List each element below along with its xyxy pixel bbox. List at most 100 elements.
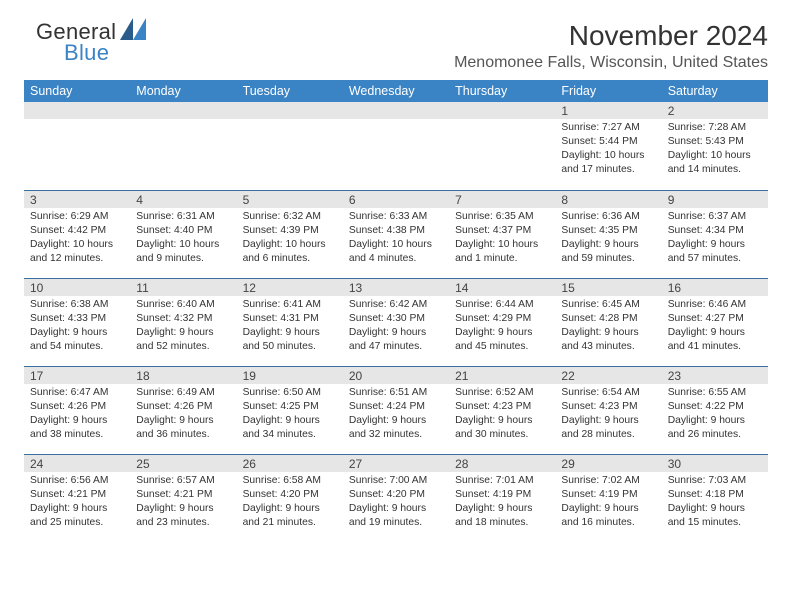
calendar-header-cell: Thursday bbox=[449, 80, 555, 102]
day-body: Sunrise: 6:41 AMSunset: 4:31 PMDaylight:… bbox=[237, 296, 343, 356]
day-body: Sunrise: 6:47 AMSunset: 4:26 PMDaylight:… bbox=[24, 384, 130, 444]
sunset-line: Sunset: 4:39 PM bbox=[243, 224, 339, 238]
calendar-week-row: 10Sunrise: 6:38 AMSunset: 4:33 PMDayligh… bbox=[24, 278, 768, 366]
daylight-line: Daylight: 9 hours and 21 minutes. bbox=[243, 502, 339, 530]
calendar-day-cell: 15Sunrise: 6:45 AMSunset: 4:28 PMDayligh… bbox=[555, 278, 661, 366]
day-number-bar: 5 bbox=[237, 191, 343, 208]
daylight-line: Daylight: 9 hours and 15 minutes. bbox=[668, 502, 764, 530]
day-number-bar bbox=[130, 102, 236, 119]
calendar-header-cell: Tuesday bbox=[237, 80, 343, 102]
day-number: 25 bbox=[136, 457, 149, 471]
calendar-day-cell bbox=[237, 102, 343, 190]
day-number: 16 bbox=[668, 281, 681, 295]
day-body: Sunrise: 6:35 AMSunset: 4:37 PMDaylight:… bbox=[449, 208, 555, 268]
calendar-day-cell: 29Sunrise: 7:02 AMSunset: 4:19 PMDayligh… bbox=[555, 454, 661, 542]
sunrise-line: Sunrise: 6:57 AM bbox=[136, 474, 232, 488]
calendar-header-cell: Monday bbox=[130, 80, 236, 102]
day-body: Sunrise: 6:33 AMSunset: 4:38 PMDaylight:… bbox=[343, 208, 449, 268]
day-number: 22 bbox=[561, 369, 574, 383]
calendar-day-cell: 13Sunrise: 6:42 AMSunset: 4:30 PMDayligh… bbox=[343, 278, 449, 366]
daylight-line: Daylight: 9 hours and 54 minutes. bbox=[30, 326, 126, 354]
day-body: Sunrise: 6:45 AMSunset: 4:28 PMDaylight:… bbox=[555, 296, 661, 356]
daylight-line: Daylight: 10 hours and 14 minutes. bbox=[668, 149, 764, 177]
calendar-week-row: 17Sunrise: 6:47 AMSunset: 4:26 PMDayligh… bbox=[24, 366, 768, 454]
day-number-bar: 16 bbox=[662, 279, 768, 296]
day-body: Sunrise: 6:46 AMSunset: 4:27 PMDaylight:… bbox=[662, 296, 768, 356]
daylight-line: Daylight: 10 hours and 12 minutes. bbox=[30, 238, 126, 266]
sunset-line: Sunset: 4:18 PM bbox=[668, 488, 764, 502]
day-body: Sunrise: 7:27 AMSunset: 5:44 PMDaylight:… bbox=[555, 119, 661, 179]
day-number: 10 bbox=[30, 281, 43, 295]
sunset-line: Sunset: 4:38 PM bbox=[349, 224, 445, 238]
calendar-day-cell: 7Sunrise: 6:35 AMSunset: 4:37 PMDaylight… bbox=[449, 190, 555, 278]
sunset-line: Sunset: 4:30 PM bbox=[349, 312, 445, 326]
brand-logo: General Blue bbox=[36, 18, 146, 45]
day-number: 4 bbox=[136, 193, 143, 207]
daylight-line: Daylight: 9 hours and 47 minutes. bbox=[349, 326, 445, 354]
sunset-line: Sunset: 4:34 PM bbox=[668, 224, 764, 238]
daylight-line: Daylight: 10 hours and 1 minute. bbox=[455, 238, 551, 266]
daylight-line: Daylight: 9 hours and 18 minutes. bbox=[455, 502, 551, 530]
day-number-bar bbox=[237, 102, 343, 119]
day-body: Sunrise: 6:58 AMSunset: 4:20 PMDaylight:… bbox=[237, 472, 343, 532]
sunrise-line: Sunrise: 7:02 AM bbox=[561, 474, 657, 488]
sunset-line: Sunset: 4:37 PM bbox=[455, 224, 551, 238]
day-body: Sunrise: 7:00 AMSunset: 4:20 PMDaylight:… bbox=[343, 472, 449, 532]
sunrise-line: Sunrise: 6:50 AM bbox=[243, 386, 339, 400]
calendar-day-cell: 26Sunrise: 6:58 AMSunset: 4:20 PMDayligh… bbox=[237, 454, 343, 542]
sunrise-line: Sunrise: 6:49 AM bbox=[136, 386, 232, 400]
day-number: 27 bbox=[349, 457, 362, 471]
sunset-line: Sunset: 4:20 PM bbox=[243, 488, 339, 502]
daylight-line: Daylight: 9 hours and 38 minutes. bbox=[30, 414, 126, 442]
day-number-bar: 28 bbox=[449, 455, 555, 472]
daylight-line: Daylight: 9 hours and 23 minutes. bbox=[136, 502, 232, 530]
day-number-bar: 2 bbox=[662, 102, 768, 119]
daylight-line: Daylight: 9 hours and 41 minutes. bbox=[668, 326, 764, 354]
day-number-bar: 22 bbox=[555, 367, 661, 384]
sunset-line: Sunset: 4:20 PM bbox=[349, 488, 445, 502]
day-body: Sunrise: 6:52 AMSunset: 4:23 PMDaylight:… bbox=[449, 384, 555, 444]
sunset-line: Sunset: 4:19 PM bbox=[561, 488, 657, 502]
sunrise-line: Sunrise: 6:47 AM bbox=[30, 386, 126, 400]
calendar-day-cell: 8Sunrise: 6:36 AMSunset: 4:35 PMDaylight… bbox=[555, 190, 661, 278]
calendar-day-cell: 18Sunrise: 6:49 AMSunset: 4:26 PMDayligh… bbox=[130, 366, 236, 454]
daylight-line: Daylight: 9 hours and 26 minutes. bbox=[668, 414, 764, 442]
calendar-body: 1Sunrise: 7:27 AMSunset: 5:44 PMDaylight… bbox=[24, 102, 768, 542]
calendar-day-cell: 19Sunrise: 6:50 AMSunset: 4:25 PMDayligh… bbox=[237, 366, 343, 454]
day-number-bar: 19 bbox=[237, 367, 343, 384]
sunrise-line: Sunrise: 7:27 AM bbox=[561, 121, 657, 135]
day-number: 18 bbox=[136, 369, 149, 383]
sunset-line: Sunset: 4:23 PM bbox=[455, 400, 551, 414]
day-body: Sunrise: 6:55 AMSunset: 4:22 PMDaylight:… bbox=[662, 384, 768, 444]
sunset-line: Sunset: 4:33 PM bbox=[30, 312, 126, 326]
day-number-bar: 10 bbox=[24, 279, 130, 296]
sunset-line: Sunset: 4:40 PM bbox=[136, 224, 232, 238]
sunset-line: Sunset: 4:27 PM bbox=[668, 312, 764, 326]
sunset-line: Sunset: 4:42 PM bbox=[30, 224, 126, 238]
calendar-day-cell: 22Sunrise: 6:54 AMSunset: 4:23 PMDayligh… bbox=[555, 366, 661, 454]
day-body: Sunrise: 6:36 AMSunset: 4:35 PMDaylight:… bbox=[555, 208, 661, 268]
daylight-line: Daylight: 9 hours and 34 minutes. bbox=[243, 414, 339, 442]
day-number-bar: 30 bbox=[662, 455, 768, 472]
daylight-line: Daylight: 9 hours and 36 minutes. bbox=[136, 414, 232, 442]
daylight-line: Daylight: 10 hours and 4 minutes. bbox=[349, 238, 445, 266]
day-body: Sunrise: 7:28 AMSunset: 5:43 PMDaylight:… bbox=[662, 119, 768, 179]
sunrise-line: Sunrise: 6:32 AM bbox=[243, 210, 339, 224]
sunrise-line: Sunrise: 6:33 AM bbox=[349, 210, 445, 224]
sunset-line: Sunset: 4:24 PM bbox=[349, 400, 445, 414]
calendar-day-cell: 24Sunrise: 6:56 AMSunset: 4:21 PMDayligh… bbox=[24, 454, 130, 542]
day-number: 26 bbox=[243, 457, 256, 471]
calendar-day-cell: 2Sunrise: 7:28 AMSunset: 5:43 PMDaylight… bbox=[662, 102, 768, 190]
day-number-bar: 12 bbox=[237, 279, 343, 296]
day-number-bar: 15 bbox=[555, 279, 661, 296]
calendar-day-cell bbox=[24, 102, 130, 190]
daylight-line: Daylight: 9 hours and 30 minutes. bbox=[455, 414, 551, 442]
sunrise-line: Sunrise: 7:01 AM bbox=[455, 474, 551, 488]
day-number: 7 bbox=[455, 193, 462, 207]
calendar-day-cell: 17Sunrise: 6:47 AMSunset: 4:26 PMDayligh… bbox=[24, 366, 130, 454]
day-number: 3 bbox=[30, 193, 37, 207]
day-number: 29 bbox=[561, 457, 574, 471]
day-number-bar: 7 bbox=[449, 191, 555, 208]
day-number: 15 bbox=[561, 281, 574, 295]
sunset-line: Sunset: 4:28 PM bbox=[561, 312, 657, 326]
